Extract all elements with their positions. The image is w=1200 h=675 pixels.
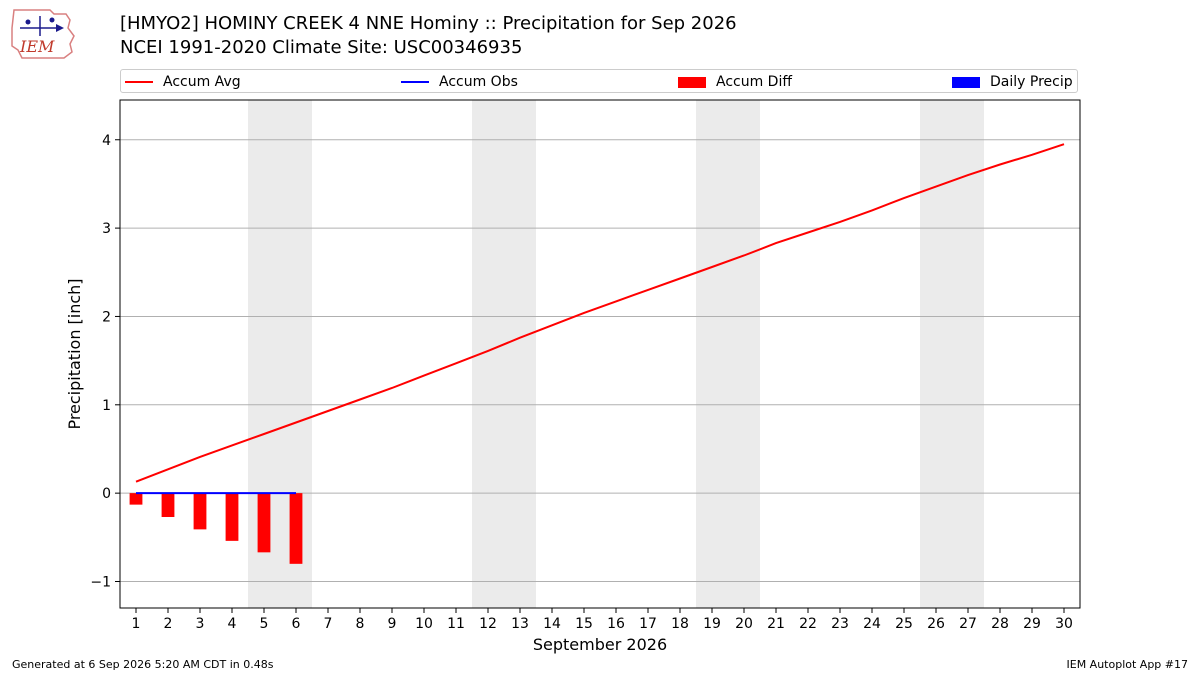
series-lines xyxy=(135,143,1065,495)
x-tick-label: 28 xyxy=(991,616,1009,632)
x-tick-label: 1 xyxy=(132,616,141,632)
legend-label: Accum Avg xyxy=(163,74,241,90)
accum-diff-bar xyxy=(257,493,271,553)
x-tick-label: 30 xyxy=(1055,616,1073,632)
x-tick-label: 26 xyxy=(927,616,945,632)
legend-item-daily-precip: Daily Precip xyxy=(952,73,1073,91)
y-tick-label: 1 xyxy=(102,398,111,414)
y-tick-label: 3 xyxy=(102,221,111,237)
x-tick-label: 20 xyxy=(735,616,753,632)
accum-diff-bar xyxy=(161,493,175,518)
footer-generated: Generated at 6 Sep 2026 5:20 AM CDT in 0… xyxy=(12,658,274,671)
weekend-band xyxy=(504,100,536,608)
accum-diff-bar xyxy=(225,493,239,541)
x-tick-label: 21 xyxy=(767,616,785,632)
weekend-band xyxy=(920,100,952,608)
legend-swatch xyxy=(401,81,429,83)
accum-diff-bar xyxy=(129,493,143,505)
y-tick-label: −1 xyxy=(90,574,111,590)
x-axis: 1 2 3 4 5 6 7 8 9 10 11 12 13 14 15 16 17 18 19 20 21 22 23 24 2… xyxy=(132,608,1073,632)
x-tick-label: 5 xyxy=(260,616,269,632)
y-axis-label: Precipitation [inch] xyxy=(65,278,84,429)
x-tick-label: 27 xyxy=(959,616,977,632)
x-tick-label: 19 xyxy=(703,616,721,632)
accum-diff-bar xyxy=(193,493,207,530)
x-tick-label: 11 xyxy=(447,616,465,632)
plot-frame xyxy=(119,99,1081,609)
x-tick-label: 10 xyxy=(415,616,433,632)
x-tick-label: 7 xyxy=(324,616,333,632)
chart-subtitle: NCEI 1991-2020 Climate Site: USC00346935 xyxy=(120,37,523,58)
y-tick-label: 2 xyxy=(102,309,111,325)
legend-label: Accum Diff xyxy=(716,74,793,90)
weekend-band xyxy=(472,100,504,608)
weekend-band xyxy=(952,100,984,608)
x-tick-label: 6 xyxy=(292,616,301,632)
weekend-band xyxy=(728,100,760,608)
x-tick-label: 23 xyxy=(831,616,849,632)
legend-label: Daily Precip xyxy=(990,74,1073,90)
x-tick-label: 4 xyxy=(228,616,237,632)
x-tick-label: 8 xyxy=(356,616,365,632)
legend-label: Accum Obs xyxy=(439,74,518,90)
diff-bars xyxy=(129,493,303,564)
accum-avg-line xyxy=(135,143,1065,483)
x-tick-label: 29 xyxy=(1023,616,1041,632)
x-tick-label: 15 xyxy=(575,616,593,632)
legend-item-accum-diff: Accum Diff xyxy=(678,73,792,91)
x-tick-label: 16 xyxy=(607,616,625,632)
chart-title: [HMYO2] HOMINY CREEK 4 NNE Hominy :: Pre… xyxy=(120,13,737,34)
x-tick-label: 17 xyxy=(639,616,657,632)
x-axis-label: September 2026 xyxy=(533,635,667,654)
x-tick-label: 25 xyxy=(895,616,913,632)
x-tick-label: 22 xyxy=(799,616,817,632)
y-axis: −1 0 1 2 3 4 xyxy=(90,133,120,590)
x-tick-label: 3 xyxy=(196,616,205,632)
legend-swatch xyxy=(678,76,706,88)
x-tick-label: 13 xyxy=(511,616,529,632)
legend-swatch xyxy=(125,81,153,83)
accum-diff-bar xyxy=(289,493,303,564)
legend-swatch xyxy=(952,76,980,88)
y-tick-label: 0 xyxy=(102,486,111,502)
legend-item-accum-avg: Accum Avg xyxy=(125,73,241,91)
legend: Accum Avg Accum Obs Accum Diff Daily Pre… xyxy=(120,69,1078,93)
y-tick-label: 4 xyxy=(102,133,111,149)
footer-app: IEM Autoplot App #17 xyxy=(1066,658,1189,671)
x-tick-label: 24 xyxy=(863,616,881,632)
iem-logo: IEM xyxy=(11,9,75,59)
weekend-shading xyxy=(248,100,984,608)
weekend-band xyxy=(696,100,728,608)
x-tick-label: 2 xyxy=(164,616,173,632)
legend-item-accum-obs: Accum Obs xyxy=(401,73,518,91)
x-tick-label: 14 xyxy=(543,616,561,632)
x-tick-label: 18 xyxy=(671,616,689,632)
x-tick-label: 12 xyxy=(479,616,497,632)
logo-text: IEM xyxy=(19,37,55,56)
x-tick-label: 9 xyxy=(388,616,397,632)
